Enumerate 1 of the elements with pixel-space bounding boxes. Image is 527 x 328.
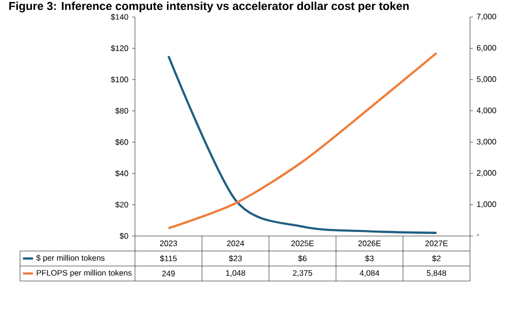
chart-title: Figure 3: Inference compute intensity vs accelerator dollar cost per token [9, 2, 409, 12]
